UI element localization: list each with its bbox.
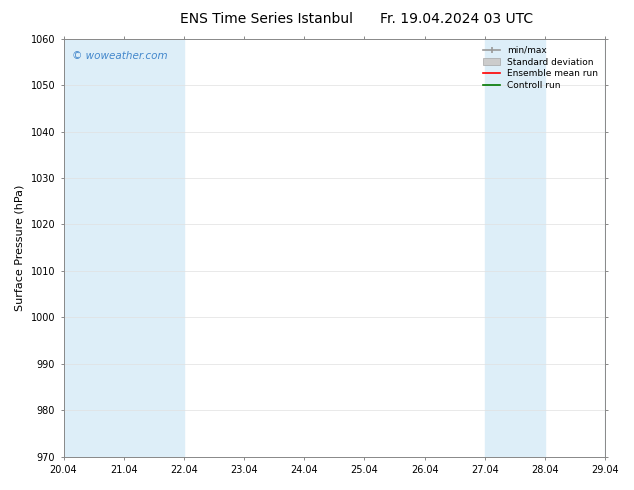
Legend: min/max, Standard deviation, Ensemble mean run, Controll run: min/max, Standard deviation, Ensemble me…: [481, 43, 600, 93]
Text: ENS Time Series Istanbul: ENS Time Series Istanbul: [180, 12, 353, 26]
Text: © woweather.com: © woweather.com: [72, 51, 167, 61]
Bar: [605, 39, 634, 457]
Bar: [485, 39, 545, 457]
Bar: [63, 39, 184, 457]
Text: Fr. 19.04.2024 03 UTC: Fr. 19.04.2024 03 UTC: [380, 12, 533, 26]
Y-axis label: Surface Pressure (hPa): Surface Pressure (hPa): [15, 184, 25, 311]
